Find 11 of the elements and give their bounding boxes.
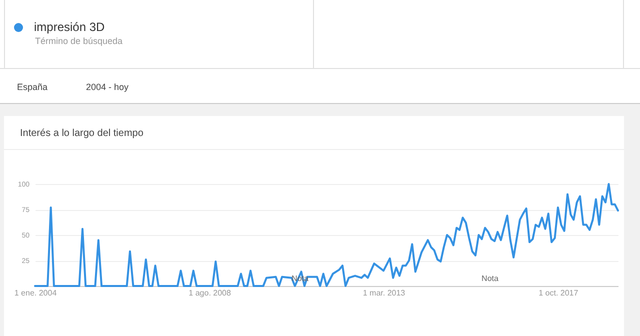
x-tick-label: 1 oct. 2017 [538, 288, 579, 298]
line-series [34, 183, 619, 287]
text: Término de búsqueda [35, 36, 123, 46]
text: España [17, 82, 48, 92]
x-tick-label: 1 ene. 2004 [14, 288, 58, 298]
annotation: Nota [482, 274, 498, 283]
text: 2004 - hoy [86, 82, 129, 92]
legend-label: impresión 3D [34, 20, 105, 34]
x-tick-label: 1 mar. 2013 [362, 288, 406, 298]
chart-title: Interés a lo largo del tiempo [20, 128, 144, 139]
x-tick-label: 1 ago. 2008 [188, 288, 232, 298]
